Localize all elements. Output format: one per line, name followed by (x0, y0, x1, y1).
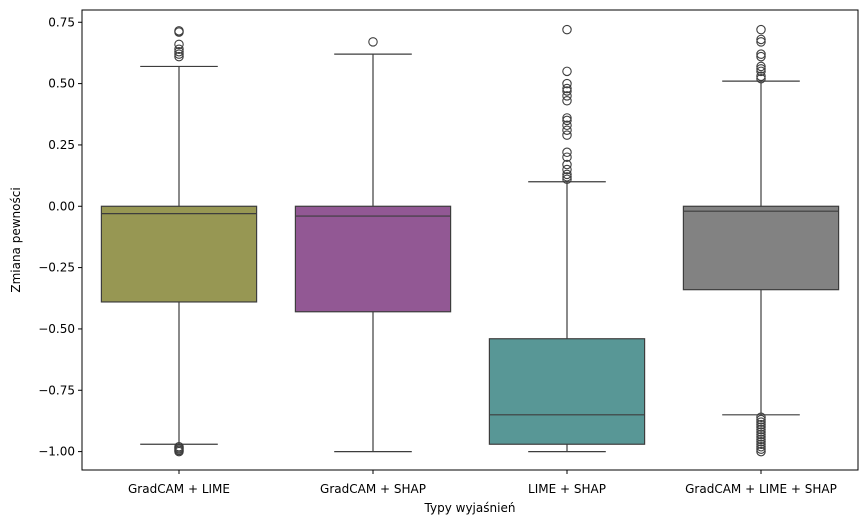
outlier-point (756, 419, 766, 430)
outlier-point (562, 169, 572, 180)
y-tick-label: −0.25 (38, 261, 75, 275)
box-group (294, 37, 452, 453)
outlier-point (756, 422, 766, 432)
outlier-point (756, 51, 766, 62)
plot-area-frame (81, 9, 859, 471)
outlier-point (562, 113, 572, 123)
box-group (100, 26, 258, 457)
y-tick-label: 0.50 (48, 77, 75, 91)
outlier-point (756, 441, 766, 452)
y-axis-label: Zmiana pewności (9, 187, 23, 292)
y-tick-label: 0.75 (48, 15, 75, 29)
outlier-point (562, 125, 572, 135)
y-tick-label: −0.75 (38, 383, 75, 397)
y-tick-label: 0.00 (48, 199, 75, 213)
outlier-point (756, 64, 766, 74)
outlier-point (174, 44, 184, 55)
outlier-point (562, 147, 572, 158)
box-group (682, 24, 840, 457)
outlier-point (562, 78, 572, 89)
boxes-layer (100, 24, 840, 457)
box-iqr (488, 338, 646, 445)
x-axis-label: Typy wyjaśnień (424, 501, 516, 515)
outlier-point (174, 51, 184, 62)
outlier-point (562, 115, 572, 126)
outlier-point (562, 86, 572, 96)
outlier-point (756, 424, 766, 435)
outlier-point (756, 437, 766, 447)
outlier-point (562, 120, 572, 131)
outlier-point (756, 37, 766, 47)
outlier-point (562, 96, 572, 106)
outlier-point (756, 429, 766, 440)
outlier-point (562, 91, 572, 101)
outlier-point (756, 439, 766, 449)
y-tick-label: 0.25 (48, 138, 75, 152)
outlier-point (756, 412, 766, 423)
outlier-point (756, 66, 766, 77)
outlier-point (756, 71, 766, 81)
y-tick-label: −0.50 (38, 322, 75, 336)
box-iqr (100, 205, 258, 303)
outlier-point (562, 172, 572, 182)
x-axis: GradCAM + LIME GradCAM + SHAP LIME + SHAP G… (128, 470, 837, 496)
outlier-point (562, 66, 572, 77)
outlier-point (562, 159, 572, 170)
outlier-point (756, 446, 766, 457)
outlier-point (562, 152, 572, 162)
outlier-point (756, 34, 766, 45)
x-tick-label: GradCAM + LIME + SHAP (685, 482, 837, 496)
outlier-point (562, 130, 572, 140)
x-tick-label: GradCAM + LIME (128, 482, 230, 496)
outlier-point (562, 83, 572, 94)
y-axis: −1.00 −0.75 −0.50 −0.25 0.00 0.25 0.50 0.75 (38, 15, 82, 459)
x-tick-label: LIME + SHAP (528, 482, 606, 496)
x-tick-label: GradCAM + SHAP (320, 482, 426, 496)
box-iqr (682, 205, 840, 291)
box-iqr (294, 205, 452, 313)
outlier-point (174, 49, 184, 59)
outlier-point (562, 164, 572, 175)
outlier-point (174, 39, 184, 50)
outlier-point (174, 26, 184, 36)
outlier-point (756, 24, 766, 35)
outlier-point (756, 427, 766, 437)
outlier-point (756, 73, 766, 84)
outlier-point (562, 174, 572, 185)
y-tick-label: −1.00 (38, 445, 75, 459)
outlier-point (562, 24, 572, 35)
box-group (488, 24, 646, 453)
outlier-point (174, 46, 184, 57)
outlier-point (756, 417, 766, 427)
outlier-point (756, 434, 766, 445)
outlier-point (756, 61, 766, 72)
outlier-point (174, 446, 184, 457)
outlier-point (756, 432, 766, 442)
outlier-point (368, 37, 378, 47)
outlier-point (756, 444, 766, 454)
outlier-point (756, 49, 766, 59)
outlier-point (756, 414, 766, 425)
